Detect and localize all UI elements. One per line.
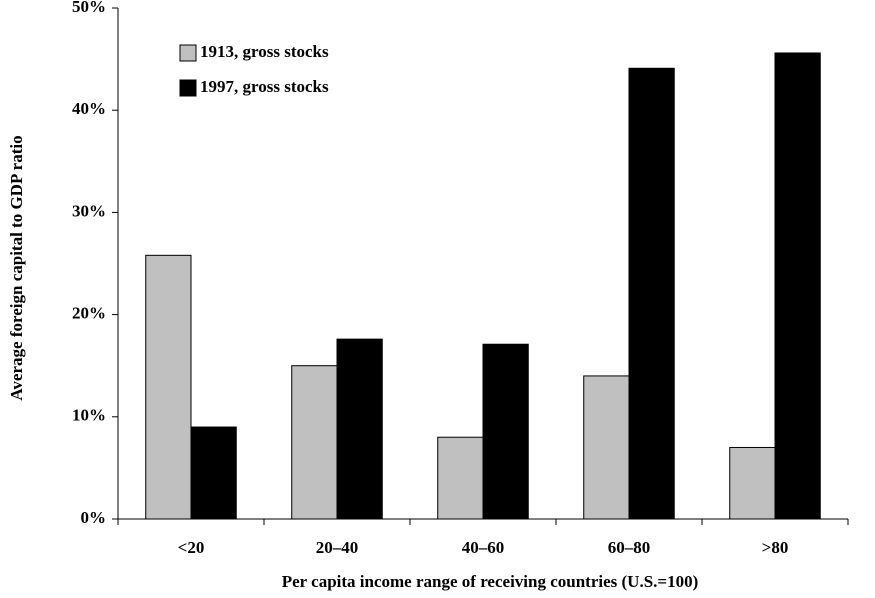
y-tick-label: 20% [72,304,106,323]
y-axis-label: Average foreign capital to GDP ratio [7,135,26,400]
y-tick-label: 40% [72,99,106,118]
x-tick-label: 60–80 [608,538,651,557]
x-tick-label: 20–40 [316,538,359,557]
x-axis-label: Per capita income range of receiving cou… [282,572,699,591]
legend-swatch [179,44,197,62]
y-tick-label: 0% [81,508,107,527]
bar [291,365,338,520]
bar [190,426,237,520]
bar [336,338,383,520]
y-tick-label: 50% [72,0,106,16]
bar [482,343,529,520]
bar [145,254,192,520]
bar [583,375,630,520]
y-tick-label: 10% [72,406,106,425]
x-tick-label: >80 [762,538,789,557]
bar [774,52,821,520]
bar [729,446,776,520]
bar [437,436,484,520]
legend-swatch [179,79,197,97]
legend-label: 1997, gross stocks [200,77,329,96]
x-tick-label: <20 [178,538,205,557]
bar [628,67,675,520]
y-tick-label: 30% [72,201,106,220]
legend-label: 1913, gross stocks [200,42,329,61]
x-tick-label: 40–60 [462,538,505,557]
